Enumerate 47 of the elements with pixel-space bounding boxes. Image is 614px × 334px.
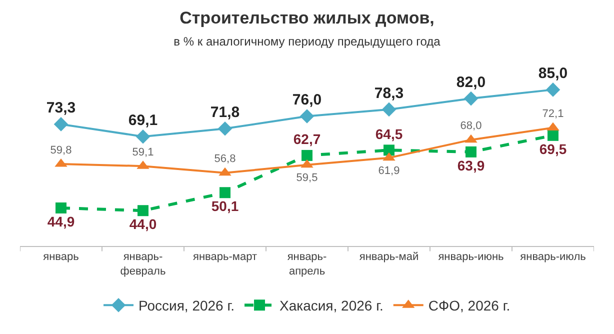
point [466, 146, 476, 158]
data-label: 61,9 [378, 164, 400, 177]
chart-subtitle: в % к аналогичному периоду предыдущего года [174, 34, 441, 48]
data-label: 78,3 [374, 84, 404, 102]
point [382, 102, 396, 117]
data-label: 85,0 [538, 65, 568, 82]
data-label: 59,5 [296, 172, 318, 184]
x-tick-label: январь-июль [520, 251, 586, 264]
point [220, 187, 230, 198]
data-label: 69,5 [539, 140, 567, 157]
data-label: 59,1 [132, 146, 154, 158]
point [56, 202, 66, 214]
x-tick-label: январь-июнь [438, 251, 504, 264]
point [136, 129, 150, 144]
x-tick-label: январь-февраль [120, 251, 166, 278]
point [384, 144, 394, 156]
x-tick-label: январь [43, 251, 80, 264]
data-label: 71,8 [210, 104, 240, 121]
data-label: 44,0 [129, 216, 157, 232]
point [546, 82, 560, 97]
chart-title: Строительство жилых домов, [180, 8, 434, 28]
legend-label: СФО, 2026 г. [428, 298, 510, 314]
x-tick-label: январь-март [193, 251, 257, 264]
data-label: 73,3 [46, 100, 76, 117]
point [138, 205, 148, 216]
data-label: 82,0 [456, 74, 486, 91]
data-label: 68,0 [460, 120, 482, 132]
point [300, 109, 314, 124]
data-label: 69,1 [128, 112, 158, 129]
data-label: 56,8 [214, 153, 236, 166]
data-label: 59,8 [50, 144, 72, 156]
data-label: 76,0 [292, 92, 322, 109]
data-label: 64,5 [375, 126, 403, 142]
x-tick-label: январь-апрель [287, 251, 328, 278]
data-label: 62,7 [293, 131, 321, 148]
data-label: 72,1 [542, 108, 564, 120]
data-label: 44,9 [47, 213, 75, 230]
legend-label: Хакасия, 2026 г. [280, 298, 384, 314]
point [464, 91, 478, 106]
data-label: 63,9 [457, 157, 485, 174]
point [218, 121, 232, 136]
data-label: 50,1 [211, 198, 239, 214]
x-tick-label: январь-май [359, 251, 419, 264]
legend-label: Россия, 2026 г. [138, 298, 235, 314]
point [548, 130, 558, 141]
point [54, 117, 68, 132]
point [302, 150, 312, 161]
